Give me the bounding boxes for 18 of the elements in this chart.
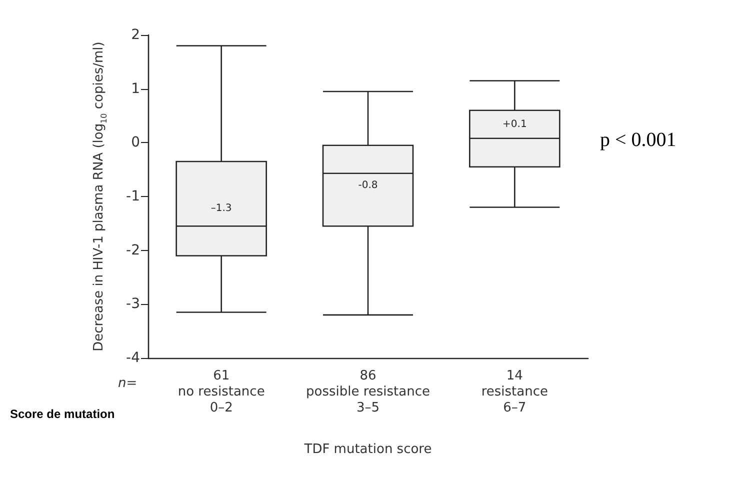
y-tick-label: -1: [126, 188, 140, 204]
y-tick-label: -2: [126, 242, 140, 258]
y-tick-label: 1: [131, 80, 140, 97]
y-tick-label: -3: [126, 296, 140, 312]
y-axis-title: Decrease in HIV-1 plasma RNA (log10 copies/ml): [92, 42, 108, 352]
annotation: +0.1: [502, 118, 527, 130]
text: n=: [118, 376, 138, 391]
y-tick-label: -4: [126, 350, 140, 366]
y-tick-label: 0: [131, 134, 140, 151]
y-tick-label: 2: [131, 27, 140, 43]
x-tick-label: 61 no resistance 0–2: [178, 368, 265, 416]
annotation: -0.8: [358, 180, 378, 192]
text: Score de mutation: [10, 407, 115, 421]
text: p < 0.001: [600, 129, 676, 151]
annotation: –1.3: [210, 203, 232, 214]
x-tick-label: 14 resistance 6–7: [481, 368, 548, 416]
x-tick-label: 86 possible resistance 3–5: [306, 368, 430, 416]
x-axis-title: TDF mutation score: [303, 442, 432, 457]
